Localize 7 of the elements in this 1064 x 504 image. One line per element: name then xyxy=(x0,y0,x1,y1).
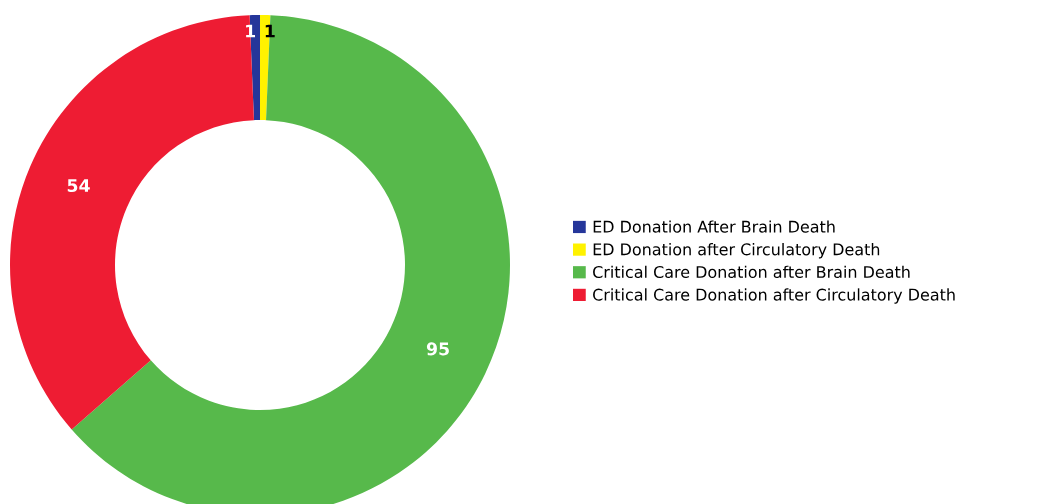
data-label: 1 xyxy=(246,24,256,38)
legend-label: Critical Care Donation after Brain Death xyxy=(593,265,910,279)
legend-label: ED Donation After Brain Death xyxy=(593,220,835,233)
data-label: 54 xyxy=(67,179,90,193)
legend-label: ED Donation after Circulatory Death xyxy=(593,243,880,259)
legend-label: Critical Care Donation after Circulatory Death xyxy=(593,288,955,304)
data-label: 95 xyxy=(426,342,449,356)
